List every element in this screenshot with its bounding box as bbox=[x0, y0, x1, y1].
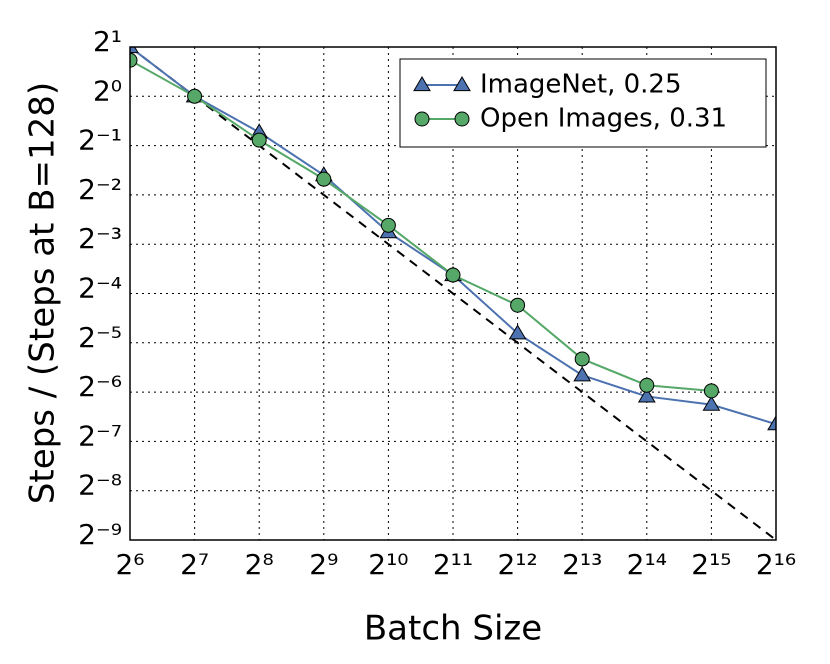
plot-area bbox=[130, 47, 776, 540]
x-tick-label: 2¹⁶ bbox=[756, 548, 796, 581]
data-point bbox=[767, 415, 776, 431]
data-point bbox=[510, 297, 526, 313]
y-tick-label: 2⁻² bbox=[78, 173, 122, 206]
data-point bbox=[639, 377, 655, 393]
y-tick-label: 2⁻⁶ bbox=[78, 370, 122, 403]
legend-box bbox=[399, 58, 767, 148]
x-tick-label: 2⁹ bbox=[309, 548, 338, 581]
x-tick-label: 2⁷ bbox=[180, 548, 209, 581]
legend-label: ImageNet, 0.25 bbox=[480, 70, 682, 100]
y-tick-label: 2⁻⁹ bbox=[78, 518, 122, 551]
data-point bbox=[637, 387, 656, 403]
y-tick-label: 2⁻³ bbox=[78, 222, 122, 255]
x-tick-label: 2⁸ bbox=[245, 548, 274, 581]
data-point bbox=[380, 217, 396, 233]
y-tick-label: 2⁻⁸ bbox=[78, 469, 122, 502]
y-tick-label: 2⁻⁴ bbox=[78, 272, 122, 305]
data-point bbox=[445, 267, 461, 283]
legend-marker bbox=[414, 111, 430, 127]
x-tick-label: 2⁶ bbox=[115, 548, 144, 581]
data-point bbox=[316, 171, 332, 187]
y-tick-label: 2⁻⁷ bbox=[78, 419, 122, 452]
y-axis-label: Steps / (Steps at B=128) bbox=[23, 82, 63, 504]
x-tick-label: 2¹⁰ bbox=[368, 548, 408, 581]
data-point bbox=[251, 132, 267, 148]
x-tick-label: 2¹⁴ bbox=[627, 548, 667, 581]
y-tick-label: 2⁻¹ bbox=[78, 124, 122, 157]
x-tick-label: 2¹³ bbox=[562, 548, 602, 581]
data-point bbox=[130, 47, 139, 54]
data-point bbox=[574, 351, 590, 367]
data-point bbox=[702, 395, 721, 411]
x-tick-label: 2¹⁵ bbox=[691, 548, 731, 581]
legend-marker bbox=[453, 76, 471, 92]
x-tick-label: 2¹¹ bbox=[433, 548, 473, 581]
y-tick-label: 2⁻⁵ bbox=[78, 321, 122, 354]
legend-label: Open Images, 0.31 bbox=[480, 104, 727, 134]
data-point bbox=[187, 88, 203, 104]
y-tick-label: 2⁰ bbox=[93, 74, 122, 107]
data-point bbox=[130, 52, 138, 68]
data-point bbox=[573, 366, 592, 382]
series-line bbox=[130, 59, 712, 392]
data-point bbox=[508, 324, 527, 340]
plot-frame bbox=[129, 46, 777, 541]
reference-line bbox=[130, 47, 776, 540]
data-point bbox=[703, 383, 719, 399]
x-tick-label: 2¹² bbox=[497, 548, 537, 581]
y-tick-label: 2¹ bbox=[93, 25, 122, 58]
legend-marker bbox=[454, 111, 470, 127]
x-axis-label: Batch Size bbox=[364, 609, 542, 649]
legend-marker bbox=[413, 76, 431, 92]
